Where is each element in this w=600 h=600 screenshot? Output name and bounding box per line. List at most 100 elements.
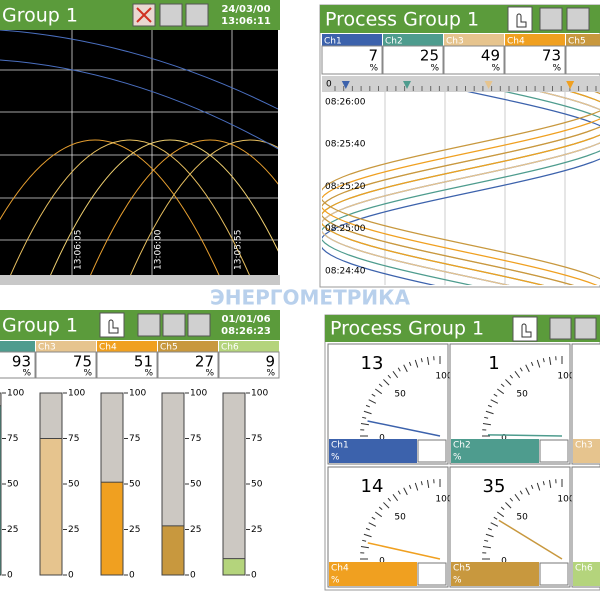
time-label: 08:25:00 xyxy=(325,224,366,234)
gauge-needle xyxy=(487,434,563,437)
gauge-tick xyxy=(525,487,530,496)
chart-curve xyxy=(322,92,600,285)
gauge-tick xyxy=(383,379,390,386)
gauge-tick xyxy=(514,370,521,379)
channel-band xyxy=(158,341,218,352)
channel-box xyxy=(96,351,158,379)
icon-button xyxy=(159,3,183,27)
gauge-tick xyxy=(493,516,498,520)
gauge-band xyxy=(329,562,417,586)
gauge-name: Ch6 xyxy=(575,564,593,574)
channel-unit: % xyxy=(83,369,92,379)
channel-value: 49 xyxy=(481,47,500,65)
channel-marker xyxy=(484,81,493,89)
scale-label: 100 xyxy=(190,389,207,399)
gauge-spare xyxy=(417,439,447,463)
gauge-tick xyxy=(530,484,534,489)
time-label: 13:06:00 xyxy=(154,229,164,270)
gauge-tick xyxy=(542,358,545,363)
gauge-tick xyxy=(360,545,369,549)
icon-button xyxy=(162,313,186,337)
gauge-unit: % xyxy=(331,576,340,586)
channel-value: 75 xyxy=(73,353,92,371)
status-strip xyxy=(0,275,280,285)
gauge-value: 35 xyxy=(483,476,506,497)
gauge-tick xyxy=(484,416,489,419)
gauge-tick xyxy=(365,527,370,531)
bar-fill xyxy=(100,481,124,576)
scale-label: 50 xyxy=(68,480,80,490)
chart-curve xyxy=(322,118,600,285)
gauge-scale-label: 50 xyxy=(516,390,528,400)
gauge-tick xyxy=(420,358,423,363)
trend-curve xyxy=(0,139,220,275)
date: 01/01/06 xyxy=(221,314,270,325)
gauge-value: 1 xyxy=(488,353,499,374)
channel-box xyxy=(218,351,280,379)
gauge-tick xyxy=(514,493,521,502)
icon-button xyxy=(539,7,563,31)
trend-curve xyxy=(0,30,278,110)
channel-name: Ch2 xyxy=(385,37,403,47)
scale-label: 75 xyxy=(190,434,201,444)
gauge-tick xyxy=(397,490,401,495)
gauge-band xyxy=(573,562,600,586)
gauge-tick xyxy=(397,367,401,372)
trend-curve xyxy=(0,59,278,150)
scale-label: 25 xyxy=(190,525,201,535)
bar-tube xyxy=(222,392,246,576)
trend-curves xyxy=(0,30,278,275)
gauge-tick xyxy=(536,482,541,491)
channel-box xyxy=(443,45,505,75)
gauge-tick xyxy=(505,502,512,509)
channel-band xyxy=(383,34,443,46)
time-label: 08:25:40 xyxy=(325,140,366,150)
gauge-tick xyxy=(365,404,370,408)
scale-label: 0 xyxy=(7,571,13,581)
icon-button xyxy=(137,313,161,337)
channel-box xyxy=(0,351,36,379)
gauge-scale-label: 50 xyxy=(394,390,406,400)
screen-title: Group 1 xyxy=(2,5,78,27)
gauge-tick xyxy=(490,522,499,527)
icon-button xyxy=(566,7,590,31)
channel-value: 7 xyxy=(368,47,378,65)
gauge-tick xyxy=(485,410,494,415)
bar-fill xyxy=(0,405,2,576)
gauge-tick xyxy=(414,359,419,368)
gauge-tick xyxy=(487,404,492,408)
scale-label: 25 xyxy=(68,525,79,535)
gauge-name: Ch2 xyxy=(453,441,471,451)
time-label: 08:24:40 xyxy=(325,266,366,276)
gauge-unit: % xyxy=(453,576,462,586)
gauge-tick xyxy=(414,482,419,491)
gauge-scale-label: 100 xyxy=(557,495,574,505)
channel-value: 51 xyxy=(134,353,153,371)
gauge-tick xyxy=(500,506,505,511)
gauge-tick xyxy=(530,361,534,366)
icon-button xyxy=(187,313,211,337)
gauge-tick xyxy=(420,481,423,486)
scale-label: 50 xyxy=(7,480,19,490)
scale-label: 0 xyxy=(190,571,196,581)
trend-curve xyxy=(130,139,278,275)
gauge-needle xyxy=(498,519,563,560)
time-label: 08:26:00 xyxy=(325,98,366,108)
gauge-tick xyxy=(371,393,376,397)
gauge-name: Ch4 xyxy=(331,564,349,574)
gauge-tick xyxy=(387,497,392,502)
gauge-tick xyxy=(392,370,399,379)
gauge-spare xyxy=(539,439,569,463)
gauge-tick xyxy=(374,511,383,518)
gauge-scale-label: 0 xyxy=(501,557,507,567)
channel-name: Ch5 xyxy=(160,343,178,353)
scale-label: 75 xyxy=(129,434,140,444)
watermark: ЭНЕРГОМЕТРИКА xyxy=(210,286,410,310)
gauge-tick xyxy=(362,416,367,419)
time-label: 13:06:05 xyxy=(74,230,84,270)
icon-button xyxy=(185,3,209,27)
gauge-tick xyxy=(493,393,498,397)
bar-fill xyxy=(222,558,246,576)
channel-box xyxy=(504,45,566,75)
